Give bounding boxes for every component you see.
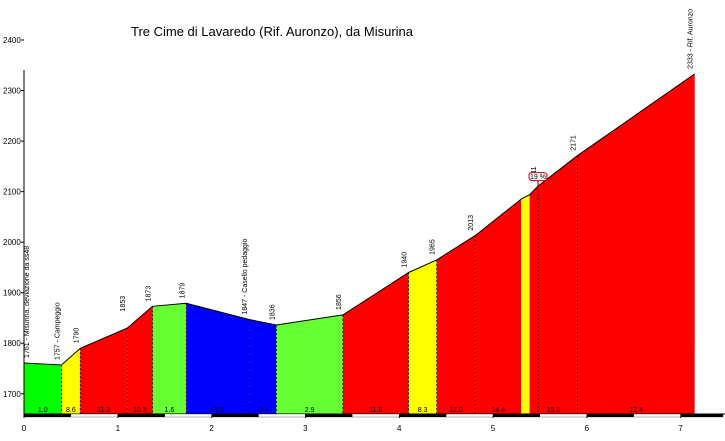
gradient-label: 10.5: [133, 407, 147, 414]
altitude-label: 1853: [120, 296, 127, 312]
profile-segment: [521, 194, 530, 414]
profile-segment: [80, 328, 128, 414]
gradient-label: -5.4: [257, 407, 269, 414]
max-gradient-label: 19 %: [530, 174, 546, 181]
distance-strip-cell: [633, 413, 681, 418]
gradient-label: 1.0: [38, 407, 48, 414]
altitude-label: 1847 - Casello pedaggio: [242, 238, 249, 314]
gradient-label: 14.4: [491, 407, 505, 414]
gradient-label: 15.0: [547, 407, 561, 414]
profile-segment: [408, 259, 437, 414]
profile-segment: [436, 235, 476, 414]
gradient-label: -5.2: [212, 407, 224, 414]
distance-strip-cell: [305, 413, 353, 418]
profile-segment: [249, 319, 277, 414]
distance-strip-cell: [539, 413, 587, 418]
distance-strip-cell: [23, 413, 72, 418]
altitude-label: 1873: [146, 286, 153, 302]
y-tick-label: 1900: [3, 289, 21, 298]
gradient-labels: 1.0 8.6 11.2 10.5 1.6 -5.2 -5.4 2.9 11.8 8.3 12.0 1…: [38, 407, 643, 414]
gradient-label: 12.4: [629, 407, 643, 414]
altitude-label: 2171: [570, 135, 577, 151]
chart-title: Tre Cime di Lavaredo (Rif. Auronzo), da …: [131, 24, 414, 39]
distance-strip-cell: [211, 413, 259, 418]
altitude-label: 1879: [179, 283, 186, 299]
altitude-label: 1965: [430, 239, 437, 255]
altitude-label: 1940: [402, 252, 409, 268]
x-tick-label: 3: [303, 424, 308, 433]
x-tick-label: 1: [116, 424, 121, 433]
distance-strip-cell: [445, 413, 494, 418]
distance-strip-cell: [586, 413, 634, 418]
distance-strip-cell: [164, 413, 212, 418]
distance-strip-cell: [258, 413, 306, 418]
x-tick-label: 4: [397, 424, 402, 433]
gradient-label: 8.6: [66, 407, 76, 414]
altitude-label: 2013: [468, 215, 475, 231]
y-tick-label: 2400: [3, 36, 21, 45]
profile-segment: [475, 199, 522, 414]
altitude-label: 2333 - Rif. Auronzo: [688, 9, 695, 69]
x-tick-label: 0: [22, 424, 27, 433]
altitude-label: 1790: [73, 328, 80, 344]
distance-strip-cell: [70, 413, 118, 418]
profile-segment: [186, 303, 250, 414]
gradient-label: 11.8: [369, 407, 382, 414]
altitude-label: 1856: [336, 294, 343, 310]
gradient-label: 12.0: [449, 407, 463, 414]
altitude-label: 1757 - Campeggio: [55, 302, 62, 360]
profile-segment: [24, 363, 62, 414]
gradient-label: 8.3: [418, 407, 428, 414]
profile-segment: [529, 155, 578, 414]
altitude-label: 1761 - Misurina, deviazione da ss48: [24, 246, 31, 358]
profile-segment: [342, 272, 409, 414]
gradient-label: 11.2: [97, 407, 110, 414]
altitude-annotations: 1761 - Misurina, deviazione da ss48 1757 …: [24, 9, 695, 360]
profile-segment: [61, 348, 81, 414]
x-tick-label: 6: [585, 424, 590, 433]
profile-segment: [127, 306, 153, 414]
distance-strip-cell: [492, 413, 541, 418]
distance-strip-cell: [352, 413, 400, 418]
gradient-segments: [24, 73, 695, 415]
distance-strip-cell: [399, 413, 447, 418]
x-tick-label: 2: [209, 424, 214, 433]
y-tick-label: 1700: [3, 390, 21, 399]
gradient-label: 1.6: [165, 407, 175, 414]
x-tick-label: 5: [491, 424, 496, 433]
y-tick-label: 2100: [3, 188, 21, 197]
y-tick-label: 2000: [3, 238, 21, 247]
y-tick-label: 2300: [3, 87, 21, 96]
y-tick-label: 2200: [3, 137, 21, 146]
segment-dividers: [61, 155, 578, 414]
profile-outline: [23, 73, 695, 366]
profile-segment: [577, 73, 695, 415]
distance-strip: [23, 413, 724, 418]
altitude-label: 1836: [269, 304, 276, 320]
badge-box: [528, 172, 548, 182]
y-tick-label: 1800: [3, 339, 21, 348]
profile-segment: [276, 314, 343, 414]
distance-strip-cell: [117, 413, 165, 418]
profile-segment: [152, 303, 187, 414]
gradient-label: 2.9: [305, 407, 315, 414]
x-tick-label: 7: [678, 424, 683, 433]
profile-line: [23, 73, 695, 366]
max-gradient-badge: 19 %: [528, 172, 548, 195]
distance-strip-cell: [680, 413, 724, 418]
